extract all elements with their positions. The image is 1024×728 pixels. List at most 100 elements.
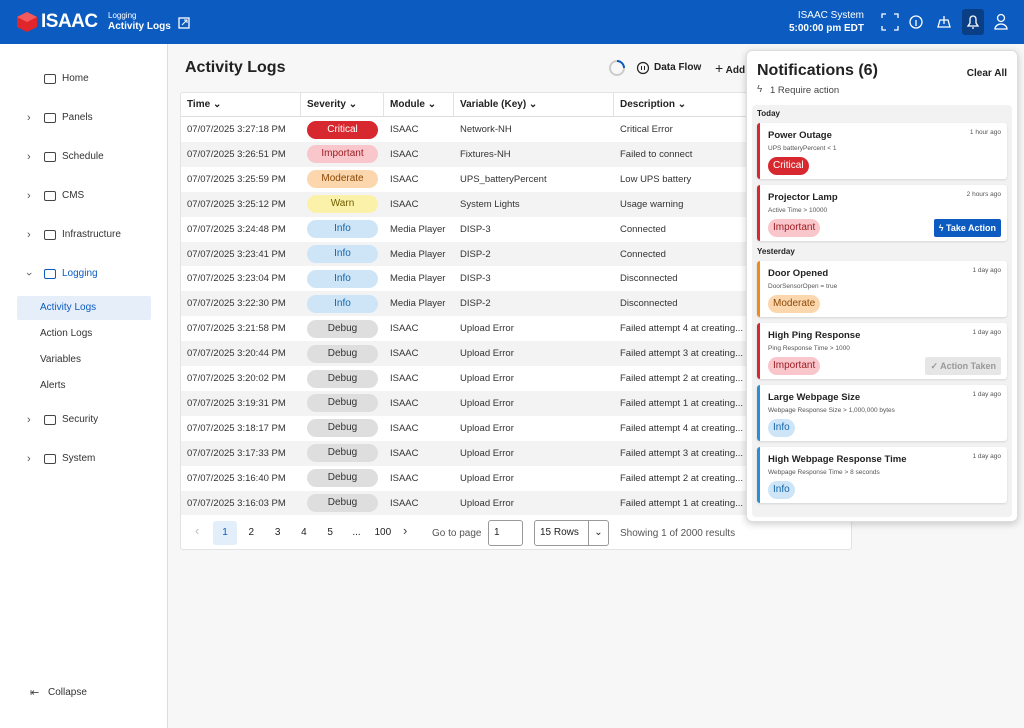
notification-title: Large Webpage Size	[768, 392, 860, 403]
nav-subitem[interactable]: Action Logs	[40, 328, 92, 339]
page-button[interactable]: ...	[345, 521, 369, 545]
clear-all[interactable]: Clear All	[967, 68, 1007, 79]
prev-page[interactable]: ‹	[195, 523, 199, 538]
notification-card[interactable]: Power Outage1 hour agoUPS batteryPercent…	[757, 123, 1007, 179]
notification-card[interactable]: Door Opened1 day agoDoorSensorOpen = tru…	[757, 261, 1007, 317]
require-action: 1 Require action	[770, 85, 839, 96]
notification-time: 1 day ago	[972, 453, 1001, 460]
page-button[interactable]: 2	[239, 521, 263, 545]
column-header[interactable]: Module ⌄	[384, 93, 454, 117]
column-label[interactable]: Severity	[307, 99, 346, 110]
page-button[interactable]: 4	[292, 521, 316, 545]
page-input[interactable]: 1	[488, 520, 523, 546]
nav-item[interactable]: System	[62, 453, 95, 464]
cell: Upload Error	[460, 498, 514, 509]
nav-item[interactable]: Infrastructure	[62, 229, 121, 240]
column-header[interactable]: Severity ⌄	[301, 93, 384, 117]
rows-select[interactable]: 15 Rows⌄	[534, 520, 609, 546]
notification-title: Door Opened	[768, 268, 828, 279]
column-header[interactable]: Time ⌄	[181, 93, 301, 117]
cell: Media Player	[390, 273, 445, 284]
collapse-icon: ⇤	[30, 686, 39, 699]
user-icon[interactable]	[998, 15, 1005, 22]
cell: Failed attempt 2 at creating...	[620, 473, 743, 484]
nav-item[interactable]: Home	[62, 73, 89, 84]
severity-badge: Critical	[307, 121, 378, 139]
nav-icon	[44, 269, 56, 279]
rows-label[interactable]: 15 Rows	[540, 527, 579, 538]
nav-item[interactable]: CMS	[62, 190, 84, 201]
nav-item[interactable]: Logging	[62, 268, 98, 279]
notification-card[interactable]: Large Webpage Size 1 day ago Webpage Respo…	[757, 385, 1007, 441]
nav-subitem[interactable]: Alerts	[40, 380, 66, 391]
severity-badge: Debug	[307, 370, 378, 388]
notification-card[interactable]: Projector Lamp2 hours agoActive Time > 1…	[757, 185, 1007, 241]
cell: UPS_batteryPercent	[460, 174, 547, 185]
breadcrumb-section[interactable]: Logging	[108, 11, 136, 20]
page-button[interactable]: 3	[266, 521, 290, 545]
open-icon[interactable]	[178, 17, 190, 29]
page-button[interactable]: 1	[213, 521, 237, 545]
notification-card[interactable]: High Ping Response1 day agoPing Response…	[757, 323, 1007, 379]
cell: ISAAC	[390, 398, 419, 409]
cell: Upload Error	[460, 448, 514, 459]
cell: 07/07/2025 3:25:59 PM	[187, 174, 286, 185]
header: ISAAC Logging Activity Logs ISAAC System…	[0, 0, 1024, 44]
cell: ISAAC	[390, 373, 419, 384]
cell: Network-NH	[460, 124, 512, 135]
nav-subitem[interactable]: Variables	[40, 354, 81, 365]
cell: DISP-2	[460, 298, 491, 309]
breadcrumb-page: Activity Logs	[108, 21, 171, 32]
next-page[interactable]: ›	[403, 523, 407, 538]
column-label[interactable]: Description	[620, 99, 675, 110]
column-label[interactable]: Time	[187, 99, 210, 110]
notification-time: 1 day ago	[972, 391, 1001, 398]
severity-badge: Debug	[307, 494, 378, 512]
fullscreen-icon[interactable]	[882, 14, 898, 30]
column-label[interactable]: Module	[390, 99, 425, 110]
severity-badge: Warn	[307, 195, 378, 213]
cell: Upload Error	[460, 473, 514, 484]
action-label[interactable]: Take Action	[946, 223, 996, 233]
nav-icon	[44, 152, 56, 162]
severity-badge: Debug	[307, 419, 378, 437]
cell: Failed attempt 3 at creating...	[620, 448, 743, 459]
cell: Connected	[620, 224, 666, 235]
chevron: ›	[27, 414, 31, 426]
page-button[interactable]: 5	[318, 521, 342, 545]
nav-item[interactable]: Panels	[62, 112, 93, 123]
severity-badge: Debug	[307, 394, 378, 412]
cell: Media Player	[390, 298, 445, 309]
cell: Failed attempt 4 at creating...	[620, 323, 743, 334]
notification-detail: DoorSensorOpen = true	[768, 283, 837, 290]
cell: Media Player	[390, 224, 445, 235]
nav-subitem[interactable]: Activity Logs	[40, 302, 96, 313]
cell: DISP-3	[460, 273, 491, 284]
cell: Failed attempt 4 at creating...	[620, 423, 743, 434]
system-time: 5:00:00 pm EDT	[789, 23, 864, 34]
pause-icon[interactable]	[636, 61, 650, 75]
cell: Upload Error	[460, 398, 514, 409]
chevron: ›	[23, 272, 35, 276]
action-button[interactable]: ϟ Take Action	[934, 219, 1001, 237]
bell-active[interactable]	[962, 9, 984, 35]
notification-card[interactable]: High Webpage Response Time1 day agoWebpa…	[757, 447, 1007, 503]
cell: 07/07/2025 3:20:02 PM	[187, 373, 286, 384]
notification-detail: Webpage Response Size > 1,000,000 bytes	[768, 407, 895, 414]
column-header[interactable]: Variable (Key) ⌄	[454, 93, 614, 117]
column-label[interactable]: Variable (Key)	[460, 99, 526, 110]
severity-badge: Info	[307, 220, 378, 238]
nav-item[interactable]: Schedule	[62, 151, 104, 162]
data-flow-button[interactable]: Data Flow	[654, 62, 701, 73]
page-button[interactable]: 100	[371, 521, 395, 545]
nav-icon	[44, 454, 56, 464]
upload-icon[interactable]	[938, 16, 950, 27]
nav-item[interactable]: Security	[62, 414, 98, 425]
add-label[interactable]: Add	[726, 65, 745, 76]
cell: 07/07/2025 3:21:58 PM	[187, 323, 286, 334]
collapse[interactable]: Collapse	[48, 687, 87, 698]
cell: 07/07/2025 3:25:12 PM	[187, 199, 286, 210]
spinner	[607, 58, 627, 78]
add-button[interactable]: + Add	[715, 60, 745, 76]
cell: ISAAC	[390, 473, 419, 484]
